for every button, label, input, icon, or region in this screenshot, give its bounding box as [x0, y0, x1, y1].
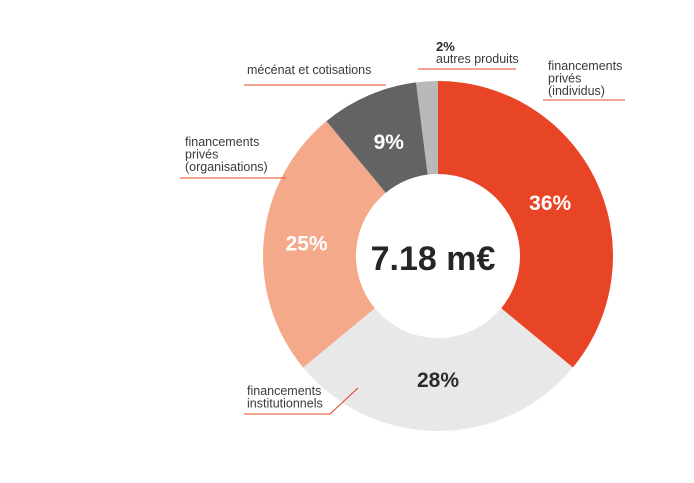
slice-category-label: institutionnels [247, 397, 323, 411]
leader-line-financements-institutionnels [244, 387, 359, 415]
slice-mecenat-et-cotisations [326, 82, 428, 193]
slice-value-label: 9% [374, 131, 405, 154]
callout-leaders [180, 68, 625, 415]
slice-value-label: 28% [417, 369, 459, 392]
slice-category-label: autres produits [436, 52, 519, 66]
slice-financements-institutionnels [303, 308, 573, 431]
slice-financements-prives-organisations [263, 121, 386, 368]
slice-category-label: (individus) [548, 84, 605, 98]
slice-category-label: (organisations) [185, 160, 268, 174]
slice-category-label: privés [548, 72, 581, 86]
slice-category-label: privés [185, 148, 218, 162]
slice-autres-produits [416, 81, 438, 175]
slice-value-label: 25% [286, 233, 328, 256]
slice-labels: 36% 28% 25% 9% 2% [286, 39, 572, 392]
slice-category-label: mécénat et cotisations [247, 63, 371, 77]
callout-names: financementsprivés(individus)financement… [185, 52, 622, 411]
slice-value-label: 36% [529, 192, 571, 215]
slice-category-label: financements [548, 59, 622, 73]
donut-slices [263, 81, 613, 431]
slice-financements-prives-individus [438, 81, 613, 368]
slice-category-label: financements [185, 135, 259, 149]
slice-value-label: 2% [436, 39, 455, 54]
slice-category-label: financements [247, 384, 321, 398]
center-total: 7.18 m€ [371, 240, 496, 278]
